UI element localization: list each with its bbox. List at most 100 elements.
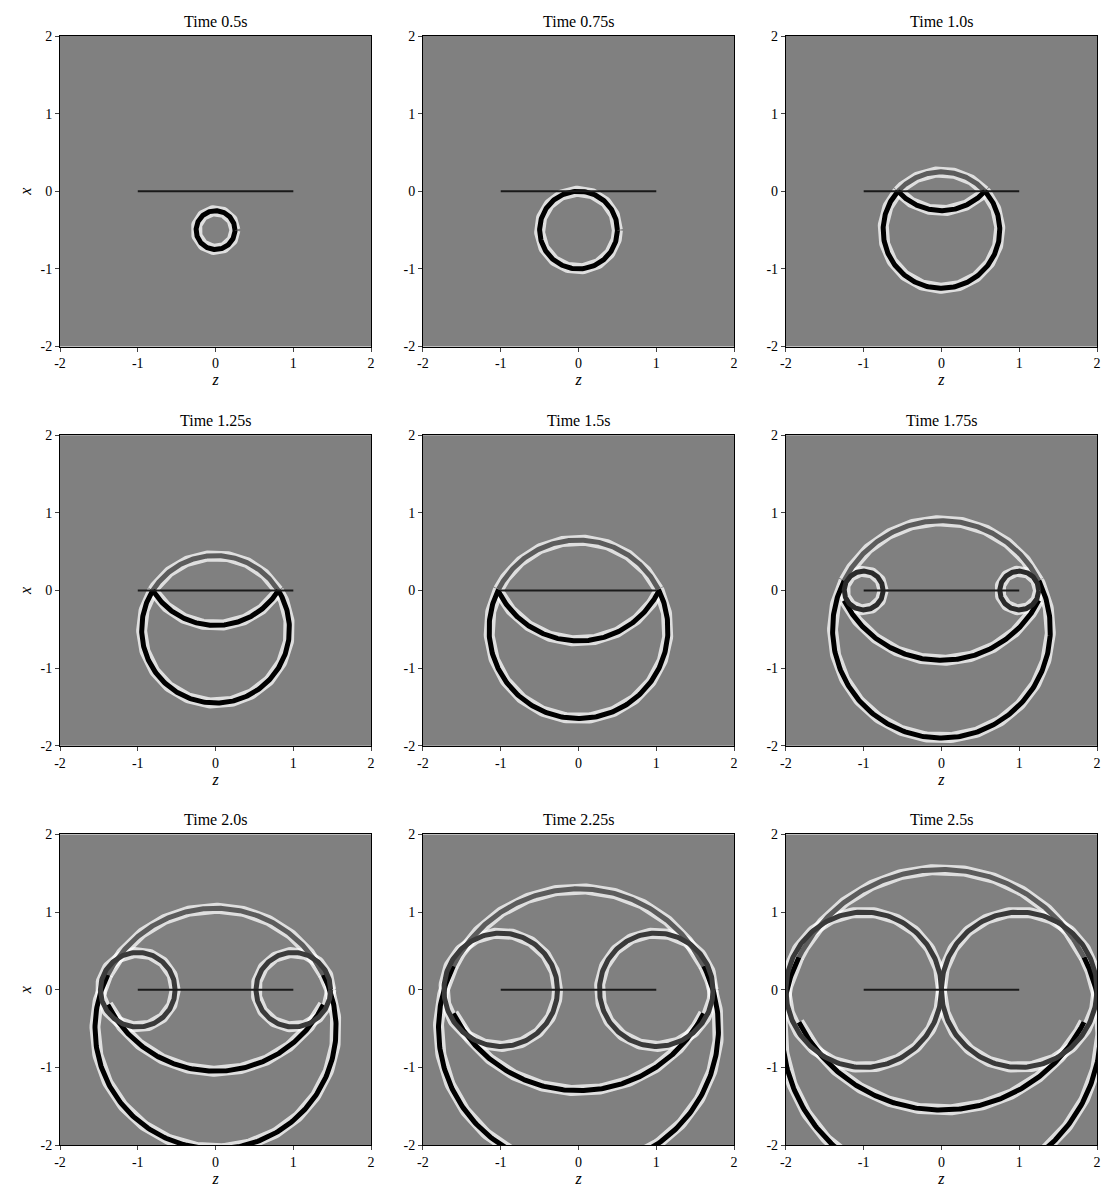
- svg-text:2: 2: [731, 1155, 738, 1170]
- svg-text:-1: -1: [766, 661, 778, 676]
- svg-text:0: 0: [938, 356, 945, 371]
- svg-text:1: 1: [771, 905, 778, 920]
- svg-text:1: 1: [653, 756, 660, 771]
- svg-text:z: z: [211, 371, 219, 388]
- svg-text:-2: -2: [780, 1155, 792, 1170]
- svg-text:-1: -1: [41, 1060, 53, 1075]
- svg-text:z: z: [574, 371, 582, 388]
- svg-text:2: 2: [45, 29, 52, 44]
- svg-text:2: 2: [771, 428, 778, 443]
- svg-text:Time 1.75s: Time 1.75s: [906, 412, 977, 429]
- svg-text:-2: -2: [766, 339, 778, 354]
- svg-text:-1: -1: [495, 356, 507, 371]
- svg-text:-2: -2: [766, 1138, 778, 1153]
- svg-text:1: 1: [1016, 356, 1023, 371]
- svg-text:2: 2: [408, 428, 415, 443]
- svg-text:Time 1.25s: Time 1.25s: [180, 412, 251, 429]
- svg-text:2: 2: [771, 29, 778, 44]
- svg-text:-1: -1: [403, 262, 415, 277]
- svg-text:1: 1: [771, 506, 778, 521]
- svg-text:0: 0: [408, 583, 415, 598]
- svg-text:0: 0: [771, 583, 778, 598]
- svg-text:-2: -2: [766, 739, 778, 754]
- svg-text:-2: -2: [54, 1155, 66, 1170]
- svg-text:-1: -1: [41, 661, 53, 676]
- svg-text:0: 0: [212, 756, 219, 771]
- svg-text:-2: -2: [417, 356, 429, 371]
- svg-text:0: 0: [771, 184, 778, 199]
- svg-text:2: 2: [1094, 756, 1101, 771]
- svg-text:-1: -1: [766, 262, 778, 277]
- svg-text:0: 0: [212, 1155, 219, 1170]
- svg-text:2: 2: [45, 428, 52, 443]
- svg-text:Time 1.5s: Time 1.5s: [547, 412, 610, 429]
- svg-text:0: 0: [575, 756, 582, 771]
- svg-text:-2: -2: [41, 1138, 53, 1153]
- svg-text:0: 0: [408, 983, 415, 998]
- svg-text:-2: -2: [417, 756, 429, 771]
- svg-text:1: 1: [771, 107, 778, 122]
- svg-text:-2: -2: [54, 356, 66, 371]
- svg-text:-1: -1: [403, 1060, 415, 1075]
- svg-text:x: x: [17, 188, 34, 196]
- svg-text:1: 1: [408, 107, 415, 122]
- svg-text:Time 0.5s: Time 0.5s: [184, 13, 247, 30]
- svg-text:2: 2: [731, 756, 738, 771]
- svg-text:2: 2: [1094, 1155, 1101, 1170]
- svg-text:-2: -2: [41, 739, 53, 754]
- svg-text:1: 1: [45, 905, 52, 920]
- svg-text:-1: -1: [132, 1155, 144, 1170]
- svg-text:1: 1: [408, 506, 415, 521]
- svg-text:0: 0: [408, 184, 415, 199]
- svg-text:0: 0: [575, 356, 582, 371]
- svg-text:-1: -1: [858, 1155, 870, 1170]
- svg-text:1: 1: [45, 107, 52, 122]
- svg-text:2: 2: [368, 356, 375, 371]
- svg-text:-1: -1: [132, 356, 144, 371]
- svg-text:Time 2.0s: Time 2.0s: [184, 811, 247, 828]
- svg-text:1: 1: [1016, 1155, 1023, 1170]
- svg-text:-1: -1: [858, 756, 870, 771]
- svg-text:-2: -2: [780, 356, 792, 371]
- svg-text:0: 0: [575, 1155, 582, 1170]
- svg-text:2: 2: [731, 356, 738, 371]
- svg-text:0: 0: [45, 184, 52, 199]
- svg-text:1: 1: [408, 905, 415, 920]
- svg-text:1: 1: [653, 356, 660, 371]
- svg-text:-2: -2: [417, 1155, 429, 1170]
- svg-text:-1: -1: [403, 661, 415, 676]
- svg-text:0: 0: [938, 1155, 945, 1170]
- svg-text:z: z: [211, 1170, 219, 1187]
- svg-text:-1: -1: [132, 756, 144, 771]
- svg-text:Time 2.5s: Time 2.5s: [910, 811, 973, 828]
- svg-text:z: z: [937, 771, 945, 788]
- svg-text:z: z: [937, 1170, 945, 1187]
- svg-text:2: 2: [1094, 356, 1101, 371]
- svg-text:1: 1: [290, 756, 297, 771]
- svg-text:1: 1: [1016, 756, 1023, 771]
- svg-text:-1: -1: [41, 262, 53, 277]
- svg-text:z: z: [211, 771, 219, 788]
- svg-text:-2: -2: [41, 339, 53, 354]
- svg-text:Time 2.25s: Time 2.25s: [543, 811, 614, 828]
- svg-text:2: 2: [771, 827, 778, 842]
- svg-text:0: 0: [938, 756, 945, 771]
- svg-text:-2: -2: [403, 1138, 415, 1153]
- svg-text:-1: -1: [495, 756, 507, 771]
- svg-text:0: 0: [212, 356, 219, 371]
- svg-text:-2: -2: [403, 339, 415, 354]
- svg-text:1: 1: [290, 1155, 297, 1170]
- svg-text:-1: -1: [495, 1155, 507, 1170]
- svg-text:2: 2: [45, 827, 52, 842]
- svg-text:0: 0: [771, 983, 778, 998]
- svg-text:1: 1: [45, 506, 52, 521]
- svg-text:2: 2: [408, 29, 415, 44]
- svg-text:0: 0: [45, 583, 52, 598]
- svg-text:Time 1.0s: Time 1.0s: [910, 13, 973, 30]
- svg-text:-2: -2: [780, 756, 792, 771]
- svg-text:-1: -1: [858, 356, 870, 371]
- svg-text:2: 2: [368, 756, 375, 771]
- svg-text:x: x: [17, 587, 34, 595]
- svg-text:-1: -1: [766, 1060, 778, 1075]
- svg-text:-2: -2: [403, 739, 415, 754]
